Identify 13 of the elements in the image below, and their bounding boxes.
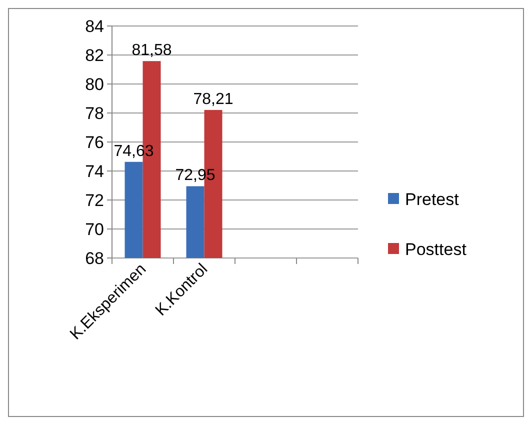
data-label: 81,58 — [132, 42, 172, 60]
y-tick-label: 74 — [85, 162, 104, 181]
y-tick-label: 80 — [85, 74, 104, 94]
legend-label: Pretest — [405, 190, 460, 209]
y-tick-label: 82 — [85, 46, 104, 65]
y-tick-label: 70 — [85, 220, 104, 239]
y-tick-label: 72 — [85, 190, 104, 210]
y-tick-label: 68 — [85, 248, 104, 268]
y-tick-label: 76 — [85, 132, 104, 152]
y-tick-label: 84 — [85, 16, 104, 36]
y-tick-label: 78 — [85, 104, 104, 123]
data-label: 78,21 — [193, 90, 234, 108]
legend-label: Posttest — [405, 240, 467, 259]
